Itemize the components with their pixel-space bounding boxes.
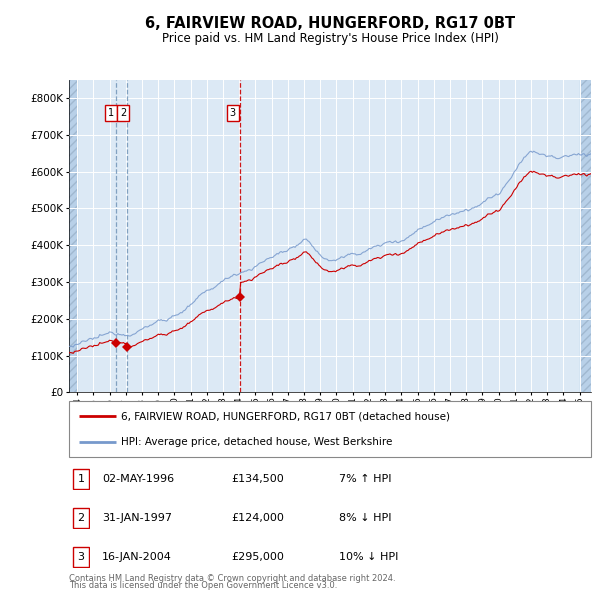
Text: 3: 3	[230, 108, 236, 118]
Text: 8% ↓ HPI: 8% ↓ HPI	[339, 513, 392, 523]
Text: Price paid vs. HM Land Registry's House Price Index (HPI): Price paid vs. HM Land Registry's House …	[161, 32, 499, 45]
Text: This data is licensed under the Open Government Licence v3.0.: This data is licensed under the Open Gov…	[69, 581, 337, 590]
Bar	[580, 80, 591, 392]
Bar	[580, 80, 591, 392]
Text: £134,500: £134,500	[231, 474, 284, 484]
Text: Contains HM Land Registry data © Crown copyright and database right 2024.: Contains HM Land Registry data © Crown c…	[69, 573, 395, 583]
Text: HPI: Average price, detached house, West Berkshire: HPI: Average price, detached house, West…	[121, 437, 392, 447]
Text: 6, FAIRVIEW ROAD, HUNGERFORD, RG17 0BT (detached house): 6, FAIRVIEW ROAD, HUNGERFORD, RG17 0BT (…	[121, 411, 450, 421]
Text: 02-MAY-1996: 02-MAY-1996	[102, 474, 174, 484]
Text: 3: 3	[77, 552, 85, 562]
Text: £295,000: £295,000	[231, 552, 284, 562]
Text: £124,000: £124,000	[231, 513, 284, 523]
FancyBboxPatch shape	[73, 547, 89, 567]
Text: 1: 1	[108, 108, 114, 118]
Text: 31-JAN-1997: 31-JAN-1997	[102, 513, 172, 523]
FancyBboxPatch shape	[73, 469, 89, 489]
Text: 6, FAIRVIEW ROAD, HUNGERFORD, RG17 0BT: 6, FAIRVIEW ROAD, HUNGERFORD, RG17 0BT	[145, 16, 515, 31]
FancyBboxPatch shape	[73, 508, 89, 528]
FancyBboxPatch shape	[69, 401, 591, 457]
Bar	[69, 80, 77, 392]
Text: 2: 2	[120, 108, 127, 118]
Text: 10% ↓ HPI: 10% ↓ HPI	[339, 552, 398, 562]
Text: 2: 2	[77, 513, 85, 523]
Bar	[69, 80, 77, 392]
Text: 1: 1	[77, 474, 85, 484]
Text: 16-JAN-2004: 16-JAN-2004	[102, 552, 172, 562]
Text: 7% ↑ HPI: 7% ↑ HPI	[339, 474, 392, 484]
